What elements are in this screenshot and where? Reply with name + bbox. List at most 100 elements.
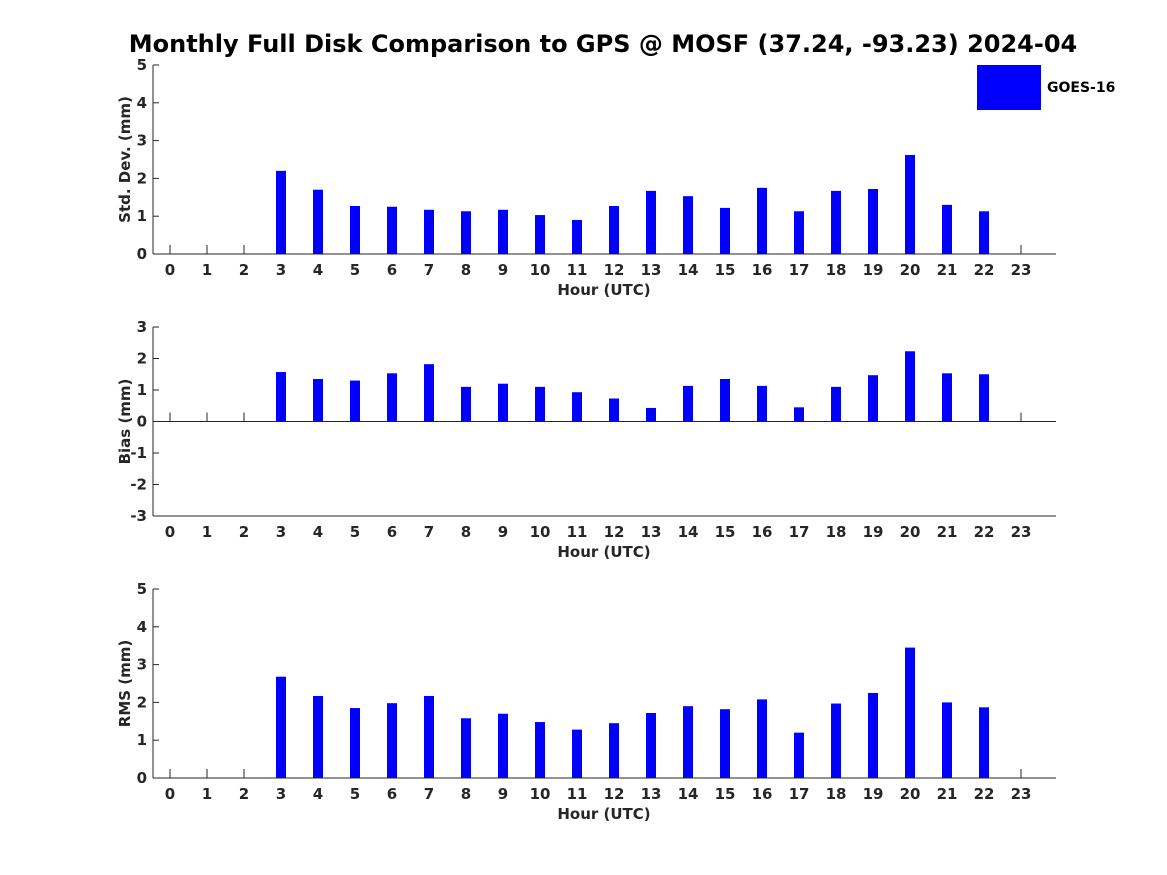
bar-std-dev-hour-6 [387, 206, 397, 254]
y-tick-label: 5 [137, 580, 147, 598]
bar-std-dev-hour-22 [979, 211, 989, 254]
x-tick-label: 6 [387, 785, 397, 803]
x-tick-label: 8 [461, 523, 471, 541]
bar-rms-hour-13 [646, 712, 656, 778]
x-tick-label: 18 [826, 261, 847, 279]
legend: GOES-16 [977, 65, 1115, 110]
x-tick-label: 2 [239, 261, 249, 279]
y-tick-label: 2 [137, 169, 147, 187]
x-tick-label: 16 [752, 261, 773, 279]
x-tick-label: 3 [276, 523, 286, 541]
x-tick-label: 10 [530, 523, 551, 541]
x-tick-label: 22 [974, 785, 995, 803]
bar-std-dev-hour-16 [757, 187, 767, 254]
y-axis-label: Bias (mm) [116, 379, 134, 465]
y-tick-label: 4 [137, 94, 147, 112]
bar-bias-hour-5 [350, 380, 360, 422]
bar-rms-hour-6 [387, 703, 397, 778]
bar-rms-hour-12 [609, 723, 619, 778]
y-tick-label: 2 [137, 693, 147, 711]
bar-bias-hour-3 [276, 372, 286, 422]
x-tick-label: 20 [900, 785, 921, 803]
y-tick-label: 0 [137, 245, 147, 263]
bar-rms-hour-4 [313, 695, 323, 778]
bar-std-dev-hour-9 [498, 209, 508, 254]
x-tick-label: 19 [863, 261, 884, 279]
bar-bias-hour-11 [572, 392, 582, 422]
x-tick-label: 1 [202, 785, 212, 803]
x-tick-label: 19 [863, 785, 884, 803]
bar-std-dev-hour-7 [424, 209, 434, 254]
bar-bias-hour-4 [313, 378, 323, 422]
x-tick-label: 17 [789, 523, 810, 541]
x-tick-label: 0 [165, 785, 175, 803]
x-tick-label: 8 [461, 785, 471, 803]
bar-bias-hour-19 [868, 375, 878, 422]
y-tick-label: 1 [137, 381, 147, 399]
bar-bias-hour-6 [387, 373, 397, 422]
bar-bias-hour-18 [831, 386, 841, 422]
bar-std-dev-hour-10 [535, 215, 545, 254]
y-tick-label: -2 [130, 476, 147, 494]
x-tick-label: 13 [641, 785, 662, 803]
x-tick-label: 23 [1011, 261, 1032, 279]
bar-rms-hour-22 [979, 707, 989, 778]
bar-std-dev-hour-14 [683, 196, 693, 254]
x-tick-label: 7 [424, 261, 434, 279]
y-tick-label: 1 [137, 731, 147, 749]
bar-bias-hour-9 [498, 383, 508, 422]
x-tick-label: 19 [863, 523, 884, 541]
bar-std-dev-hour-17 [794, 211, 804, 254]
bar-rms-hour-8 [461, 718, 471, 778]
x-tick-label: 7 [424, 523, 434, 541]
bar-std-dev-hour-3 [276, 170, 286, 254]
bar-bias-hour-8 [461, 386, 471, 422]
bar-bias-hour-21 [942, 373, 952, 422]
x-axis-label: Hour (UTC) [557, 543, 650, 561]
bar-rms-hour-10 [535, 722, 545, 778]
y-tick-label: -1 [130, 444, 147, 462]
x-tick-label: 20 [900, 523, 921, 541]
bar-rms-hour-20 [905, 647, 915, 778]
x-tick-label: 5 [350, 523, 360, 541]
x-tick-label: 0 [165, 261, 175, 279]
y-tick-label: 0 [137, 769, 147, 787]
x-tick-label: 12 [604, 261, 625, 279]
bar-rms-hour-16 [757, 699, 767, 778]
x-tick-label: 3 [276, 261, 286, 279]
x-tick-label: 2 [239, 523, 249, 541]
bar-rms-hour-9 [498, 713, 508, 778]
bar-rms-hour-11 [572, 729, 582, 778]
x-tick-label: 5 [350, 785, 360, 803]
y-tick-label: 4 [137, 618, 147, 636]
bar-std-dev-hour-18 [831, 190, 841, 254]
bar-bias-hour-20 [905, 351, 915, 422]
x-tick-label: 21 [937, 261, 958, 279]
bar-std-dev-hour-21 [942, 204, 952, 254]
bar-std-dev-hour-11 [572, 219, 582, 254]
bar-rms-hour-14 [683, 706, 693, 778]
bar-bias-hour-12 [609, 398, 619, 422]
bar-bias-hour-22 [979, 374, 989, 422]
bar-bias-hour-7 [424, 364, 434, 422]
bar-bias-hour-16 [757, 385, 767, 422]
x-tick-label: 5 [350, 261, 360, 279]
bar-bias-hour-17 [794, 407, 804, 422]
x-tick-label: 22 [974, 261, 995, 279]
bar-rms-hour-19 [868, 692, 878, 778]
bar-std-dev-hour-15 [720, 207, 730, 254]
x-tick-label: 11 [567, 261, 588, 279]
x-tick-label: 11 [567, 523, 588, 541]
bar-rms-hour-18 [831, 703, 841, 778]
bar-bias-hour-13 [646, 407, 656, 422]
x-tick-label: 16 [752, 523, 773, 541]
x-tick-label: 14 [678, 523, 699, 541]
x-tick-label: 13 [641, 523, 662, 541]
x-tick-label: 21 [937, 523, 958, 541]
bar-rms-hour-3 [276, 676, 286, 778]
y-tick-label: 3 [137, 318, 147, 336]
bar-std-dev-hour-4 [313, 189, 323, 254]
x-axis-label: Hour (UTC) [557, 805, 650, 823]
